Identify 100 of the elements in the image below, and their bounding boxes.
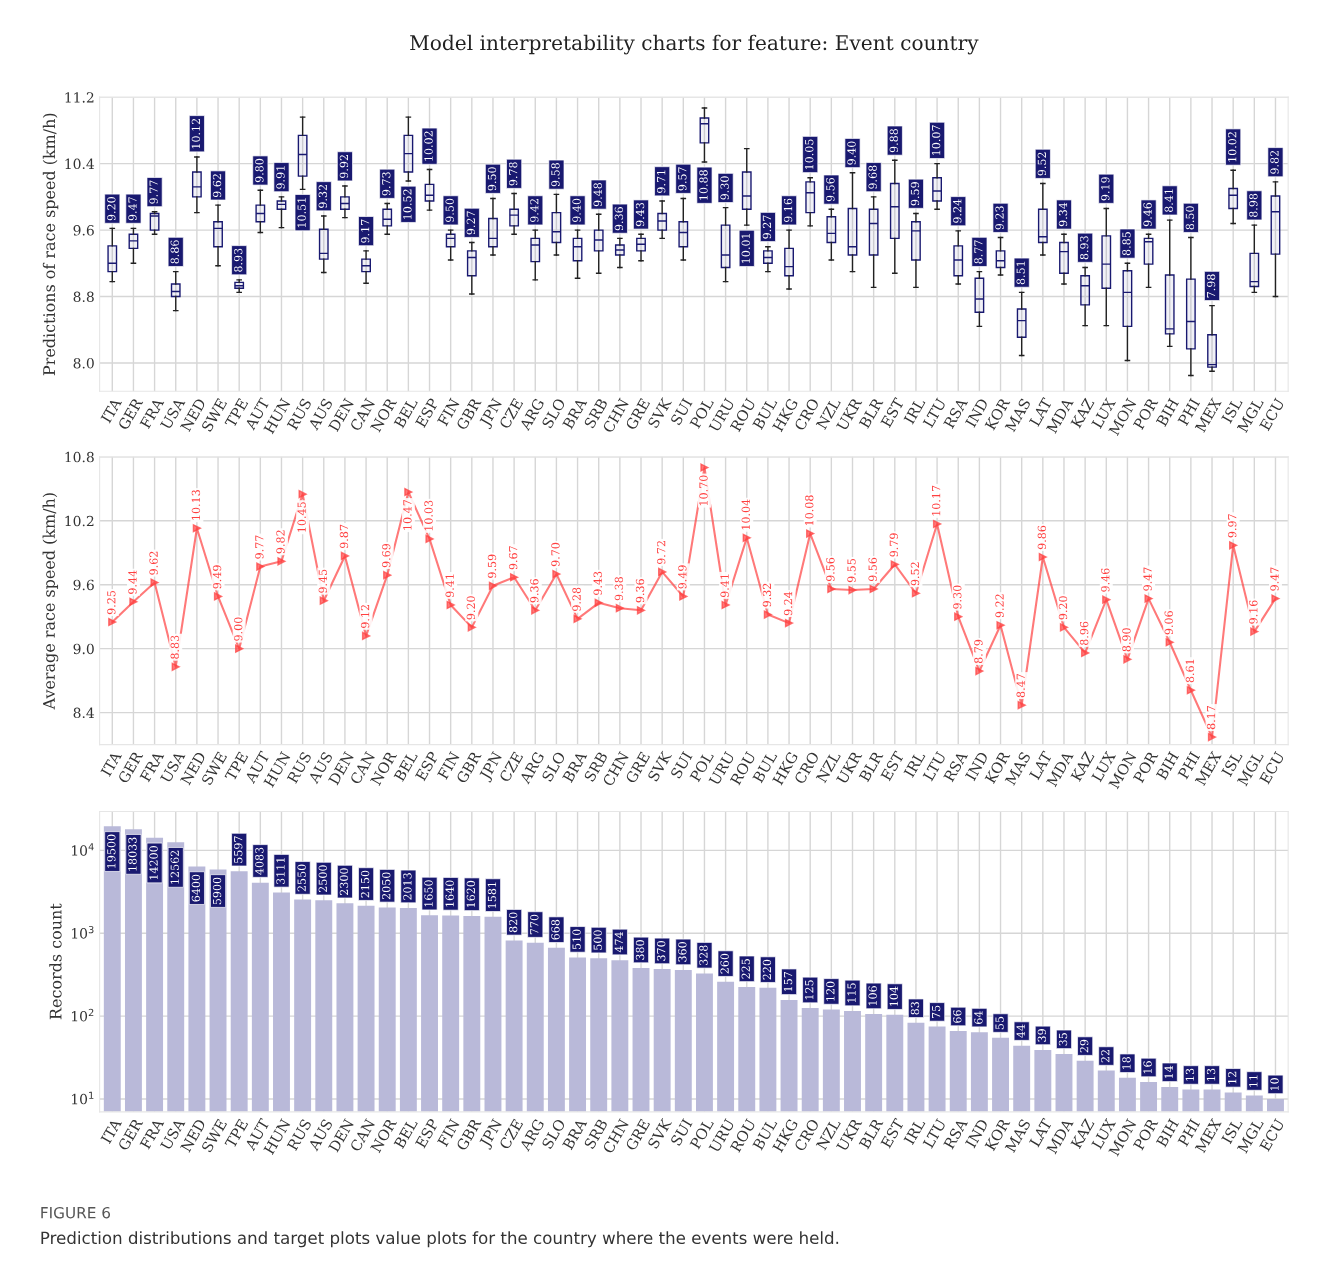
data-label: 9.20 <box>1058 596 1068 620</box>
data-label: 9.55 <box>847 558 856 583</box>
point <box>1017 700 1026 710</box>
point <box>531 606 540 615</box>
data-label: 18 <box>1122 1056 1131 1069</box>
data-label: 225 <box>741 959 750 979</box>
text: 8.41 <box>1164 189 1173 213</box>
data-label: 770 <box>530 914 539 935</box>
data-label: 10.13 <box>191 490 201 520</box>
point <box>636 606 646 615</box>
data-label: 1581 <box>487 882 497 908</box>
data-label: 13 <box>1185 1068 1195 1081</box>
data-label: 9.44 <box>128 570 137 594</box>
data-label: 9.41 <box>720 574 729 598</box>
point <box>1123 655 1132 664</box>
point <box>192 524 202 533</box>
text: 9.68 <box>868 165 877 189</box>
text: 8.77 <box>974 240 983 264</box>
y-tick-label: 10.8 <box>65 451 94 463</box>
text: 9.59 <box>910 182 920 206</box>
text: 9.80 <box>255 158 264 183</box>
point <box>657 567 667 577</box>
x-tick-label: IRL <box>903 1117 926 1146</box>
text: 9.73 <box>382 172 391 196</box>
text: 9.40 <box>847 141 856 165</box>
text: 9.27 <box>762 215 772 239</box>
point <box>171 662 180 671</box>
data-label: 66 <box>953 1010 962 1023</box>
data-label: 75 <box>932 1005 941 1019</box>
text: 9.36 <box>614 206 624 231</box>
point <box>890 560 899 569</box>
point <box>1186 686 1196 695</box>
data-label: 2013 <box>403 873 412 900</box>
y-tick-label: 9.6 <box>73 579 94 591</box>
text: 10.01 <box>741 234 750 263</box>
data-label: 1640 <box>445 880 454 907</box>
data-label: 10.70 <box>699 475 708 506</box>
point <box>467 623 476 632</box>
data-label: 9.67 <box>508 546 518 570</box>
data-label: 14200 <box>149 846 158 880</box>
y-tick-label: 9.6 <box>73 225 94 236</box>
y-tick-label: 11.2 <box>65 92 94 103</box>
data-label: 9.62 <box>149 551 158 575</box>
point <box>784 618 794 628</box>
text: 10.52 <box>403 189 412 219</box>
text: 8.50 <box>1185 206 1195 230</box>
data-label: 9.45 <box>318 569 327 593</box>
text: 7.98 <box>1206 274 1216 298</box>
data-label: 83 <box>910 1002 920 1015</box>
y-tick-label: 10$^{2}$ <box>71 1008 94 1022</box>
point <box>932 519 942 529</box>
data-label: 9.28 <box>572 587 581 611</box>
data-label: 2150 <box>360 870 370 898</box>
point <box>404 487 413 497</box>
text: 9.77 <box>149 180 158 204</box>
data-label: 9.24 <box>783 591 793 616</box>
point <box>1165 638 1174 647</box>
data-label: 474 <box>614 931 623 953</box>
data-label: 157 <box>783 971 793 992</box>
data-label: 8.96 <box>1079 621 1089 645</box>
data-label: 370 <box>656 941 666 961</box>
y-axis-title: Average race speed (km/h) <box>42 493 59 710</box>
text: 8.93 <box>234 248 243 272</box>
point <box>1102 595 1111 604</box>
point <box>552 569 561 579</box>
data-label: 11 <box>1249 1075 1258 1087</box>
text: 9.20 <box>107 197 116 221</box>
point <box>911 589 921 598</box>
point <box>108 617 117 627</box>
data-label: 9.46 <box>1101 568 1110 592</box>
text: 9.24 <box>953 199 962 223</box>
point <box>975 666 984 676</box>
point <box>256 562 265 571</box>
text: 8.51 <box>1016 261 1025 285</box>
data-label: 9.30 <box>953 585 962 609</box>
point <box>827 584 836 594</box>
text: 10.02 <box>424 131 433 161</box>
text: 9.56 <box>826 177 835 202</box>
text: 8.86 <box>170 240 179 264</box>
point <box>1080 648 1090 658</box>
text: 9.40 <box>572 198 581 223</box>
data-label: 9.56 <box>868 557 877 582</box>
data-label: 9.12 <box>360 605 370 628</box>
data-label: 104 <box>889 986 899 1006</box>
point <box>806 529 815 538</box>
text: 10.12 <box>191 118 201 149</box>
text: 10.05 <box>805 139 814 170</box>
y-tick-label: 10$^{1}$ <box>71 1091 94 1105</box>
data-label: 380 <box>635 940 645 960</box>
text: 8.93 <box>1079 236 1089 260</box>
data-label: 16 <box>1143 1061 1152 1074</box>
data-label: 10.03 <box>424 500 433 531</box>
y-tick-label: 10$^{4}$ <box>71 843 94 856</box>
data-label: 9.43 <box>593 571 602 595</box>
data-label: 10.08 <box>805 495 814 526</box>
text: 9.16 <box>783 198 793 223</box>
point <box>1038 552 1048 562</box>
text: 9.48 <box>593 182 602 207</box>
point <box>509 573 519 582</box>
data-label: 260 <box>720 953 729 974</box>
